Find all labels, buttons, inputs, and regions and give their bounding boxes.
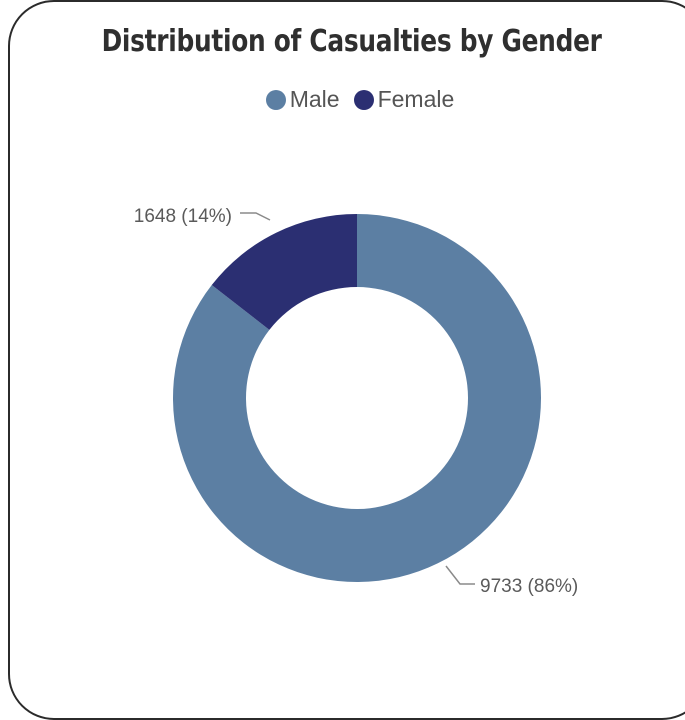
- chart-card: [8, 0, 685, 720]
- legend-marker-female: [353, 89, 374, 110]
- data-label-female: 1648 (14%): [134, 206, 232, 227]
- legend: Male Female: [0, 86, 685, 113]
- leader-line-male: [445, 565, 475, 585]
- leader-line-female: [240, 212, 271, 221]
- legend-label-male: Male: [289, 86, 340, 112]
- legend-label-female: Female: [377, 86, 455, 112]
- chart-title: Distribution of Casualties by Gender: [101, 24, 602, 59]
- legend-marker-male: [265, 89, 286, 110]
- donut-slice-male[interactable]: [173, 214, 542, 582]
- data-label-male: 9733 (86%): [480, 576, 578, 597]
- donut-chart: 1648 (14%) 9733 (86%): [134, 206, 578, 597]
- donut-slice-female[interactable]: [211, 214, 357, 330]
- legend-item-male[interactable]: Male: [265, 86, 340, 113]
- legend-item-female[interactable]: Female: [353, 86, 455, 113]
